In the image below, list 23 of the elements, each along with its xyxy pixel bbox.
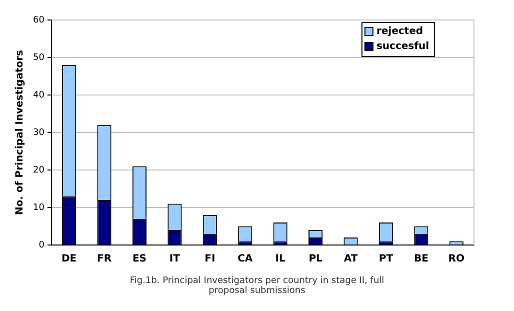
x-tick-label: IL [275,254,286,265]
x-tick-label: FI [204,254,216,265]
x-tick-label: BE [414,254,429,265]
y-axis-title: No. of Principal Investigators [14,50,26,215]
x-tick-label: FR [97,254,112,265]
y-tick-label: 20 [33,165,45,176]
y-tick-label: 60 [33,15,45,26]
y-tick-label: 10 [33,202,45,213]
x-tick-label: RO [448,254,464,265]
y-tick-label: 40 [33,90,45,100]
x-tick-label: PL [308,254,324,265]
x-tick-label: PT [378,254,394,265]
caption: Fig.1b. Principal Investigators per country in stage II, full proposal submissions [128,276,386,296]
y-tick-label: 0 [38,240,45,250]
y-tick-label: 50 [33,52,45,63]
x-tick-label: ES [132,254,147,265]
x-tick-label: CA [238,254,253,265]
legend-label: succesful [376,41,430,52]
x-tick-label: AT [344,254,358,265]
x-tick-label: DE [61,254,77,265]
legend-label: rejected [376,26,424,38]
x-tick-label: IT [169,254,180,265]
y-tick-label: 30 [33,128,45,138]
